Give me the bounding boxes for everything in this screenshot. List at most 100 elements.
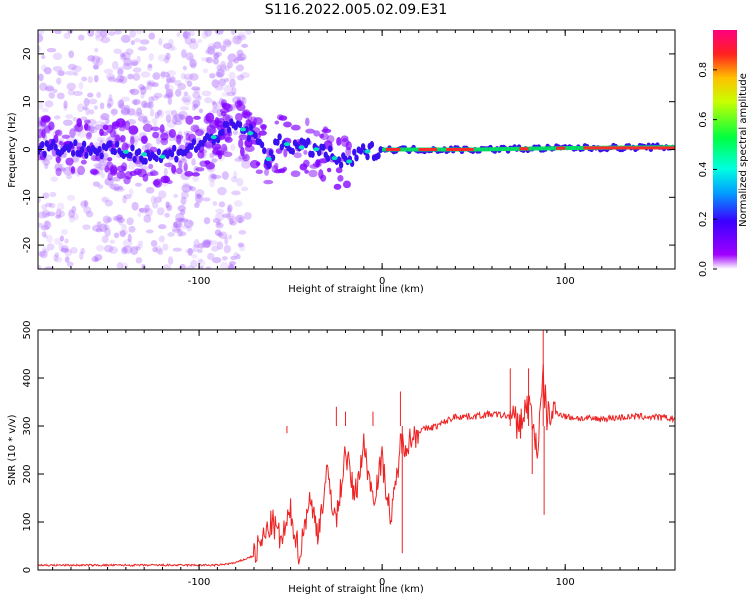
heat-blob [235,112,243,122]
heat-red-core [556,146,566,150]
heat-noise-blob [211,79,220,88]
heat-blob [221,101,226,109]
heat-noise-blob [153,92,163,99]
heat-blob [299,163,308,171]
heat-noise-blob [135,257,143,264]
heat-noise-blob [175,212,185,222]
heat-blob [115,118,126,128]
heat-noise-blob [171,115,178,125]
heat-ridge [70,149,76,157]
heat-noise-blob [213,41,222,49]
heat-blob [89,168,98,175]
heat-blob [222,114,231,122]
heat-noise-blob [216,64,222,71]
heat-noise-blob [211,245,219,252]
heat-noise-blob [241,186,249,192]
heat-noise-blob [232,129,239,136]
heat-noise-blob [192,91,201,100]
heat-noise-blob [224,65,230,72]
heat-noise-blob [141,145,150,151]
heat-blob [333,183,342,190]
heat-noise-blob [180,72,186,80]
heat-blob [224,136,233,143]
heat-ridge [130,144,135,152]
heat-noise-blob [115,214,122,223]
heat-blob [150,126,161,131]
heat-noise-blob [38,135,41,142]
heat-noise-blob [132,73,141,81]
heat-noise-blob [130,40,135,46]
heat-noise-blob [155,245,162,254]
heat-noise-blob [103,68,114,74]
heat-noise-blob [237,34,247,41]
heat-noise-blob [214,51,222,57]
heat-noise-blob [106,73,116,80]
heat-noise-blob [197,258,203,264]
heat-noise-blob [43,234,49,239]
heat-noise-blob [56,69,66,76]
heat-ridge [290,147,295,155]
heat-blob [85,132,92,140]
heat-noise-blob [145,229,154,234]
heat-noise-blob [108,94,113,102]
snr-xtick-label: 100 [556,577,575,588]
heat-ridge [248,123,254,131]
heat-green-band [550,146,555,151]
heat-blob [176,134,182,145]
heat-noise-blob [207,45,216,55]
heat-noise-blob [193,239,200,249]
heat-blob [55,129,63,137]
heat-noise-blob [219,261,229,269]
snr-x-label: Height of straight line (km) [288,584,424,595]
heat-ridge [53,143,58,151]
heat-red-core [385,148,401,151]
heat-noise-blob [44,163,49,170]
heat-noise-blob [56,202,65,211]
heat-noise-blob [146,64,153,72]
heat-noise-blob [148,32,156,40]
heat-noise-blob [180,209,186,216]
heat-green-band [440,147,445,152]
colorbar: 0.0 0.2 0.4 0.6 0.8 Normalized spectral ampl… [698,30,749,277]
heat-blob [69,128,76,138]
heat-blob [290,124,301,131]
heat-noise-blob [223,84,234,94]
heat-noise-blob [181,94,192,103]
heat-noise-blob [111,108,117,117]
heat-blob [55,156,61,164]
heat-noise-blob [160,71,170,78]
heat-noise-blob [207,42,216,51]
heat-noise-blob [38,251,46,257]
heat-noise-blob [54,252,60,258]
heat-noise-blob [64,238,69,244]
heat-ridge [40,141,45,149]
heat-blob [184,170,194,177]
heat-noise-blob [136,55,141,64]
heat-noise-blob [147,81,152,86]
heat-noise-blob [218,78,226,87]
heat-noise-blob [96,244,104,252]
heat-noise-blob [167,96,173,105]
heat-noise-blob [188,55,195,63]
colorbar-tick-label: 0.2 [698,211,709,227]
heat-noise-blob [226,61,233,69]
heat-hot-spot [298,145,305,150]
heat-noise-blob [188,220,194,226]
heat-noise-blob [66,174,72,180]
heat-noise-blob [158,190,167,199]
heat-noise-blob [62,119,73,126]
heat-noise-blob [122,62,133,70]
heat-green-band [407,147,412,152]
heat-blob [195,167,205,172]
heat-noise-blob [201,30,209,39]
heat-noise-blob [140,86,147,95]
heat-noise-blob [46,47,57,53]
heat-noise-blob [41,204,48,210]
heat-noise-blob [188,40,199,50]
heat-noise-blob [186,265,195,269]
heat-ridge [268,149,274,157]
heat-blob [335,167,343,174]
heat-noise-blob [106,103,112,109]
